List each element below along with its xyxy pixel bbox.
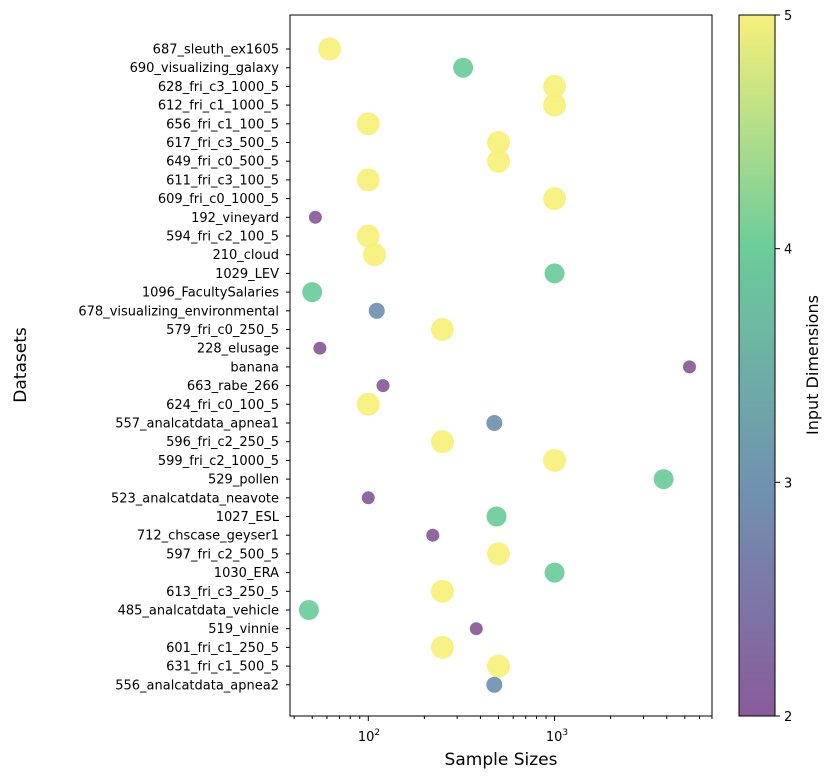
data-point: [376, 379, 390, 393]
x-ticks: [293, 716, 713, 721]
colorbar-tick-label: 2: [784, 710, 792, 725]
y-tick-label: 631_fri_c1_500_5: [166, 660, 279, 675]
y-tick-label: 690_visualizing_galaxy: [130, 61, 280, 76]
y-tick-label: 678_visualizing_environmental: [78, 304, 279, 319]
x-tick-label-100: 102: [358, 728, 380, 745]
data-point: [308, 210, 322, 224]
y-tick-label: 599_fri_c2_1000_5: [158, 454, 279, 469]
y-tick-label: 687_sleuth_ex1605: [153, 43, 279, 58]
y-tick-label: 523_analcatdata_neavote: [111, 491, 279, 506]
data-point: [313, 341, 327, 355]
y-tick-label: 210_cloud: [212, 248, 279, 263]
data-point: [653, 469, 674, 490]
colorbar-tick-label: 4: [784, 243, 792, 258]
y-tick-label: banana: [230, 360, 279, 375]
data-point: [486, 676, 503, 693]
y-tick-label: 628_fri_c3_1000_5: [158, 80, 279, 95]
data-point: [543, 448, 567, 472]
data-point: [544, 562, 565, 583]
y-tick-label: 1027_ESL: [216, 510, 280, 525]
y-tick-label: 228_elusage: [197, 342, 279, 357]
data-point: [486, 542, 510, 566]
data-point: [430, 318, 454, 341]
data-point: [486, 415, 503, 431]
y-tick-labels: 687_sleuth_ex1605 690_visualizing_galaxy 6…: [78, 43, 279, 694]
y-tick-label: 612_fri_c1_1000_5: [158, 99, 279, 114]
data-point: [486, 131, 510, 154]
data-point: [356, 224, 380, 248]
y-tick-label: 611_fri_c3_100_5: [166, 173, 279, 188]
data-point: [426, 528, 440, 542]
colorbar-tick-label: 5: [784, 9, 792, 24]
y-tick-label: 485_analcatdata_vehicle: [118, 604, 279, 619]
y-tick-label: 596_fri_c2_250_5: [166, 435, 279, 450]
y-tick-label: 579_fri_c0_250_5: [166, 323, 279, 338]
y-tick-label: 1030_ERA: [214, 566, 279, 581]
data-point: [356, 112, 380, 136]
data-point: [361, 491, 375, 505]
colorbar-label: Input Dimensions: [803, 295, 822, 435]
data-point: [486, 654, 510, 678]
data-point: [544, 263, 565, 284]
y-tick-label: 1096_FacultySalaries: [142, 286, 279, 301]
y-ticks: [286, 48, 290, 686]
data-point: [453, 57, 474, 78]
data-point: [363, 243, 387, 267]
plot-area: [289, 14, 713, 717]
data-points: [298, 37, 696, 693]
data-point: [682, 360, 696, 374]
y-tick-label: 613_fri_c3_250_5: [166, 585, 279, 600]
data-point: [298, 600, 319, 620]
y-tick-label: 712_chscase_geyser1: [137, 529, 279, 544]
y-tick-label: 624_fri_c0_100_5: [166, 398, 279, 413]
data-point: [543, 93, 567, 117]
data-point: [302, 282, 323, 303]
y-tick-label: 594_fri_c2_100_5: [166, 230, 279, 245]
y-tick-label: 649_fri_c0_500_5: [166, 155, 279, 170]
y-tick-label: 1029_LEV: [215, 267, 279, 282]
data-point: [356, 392, 380, 416]
data-point: [356, 168, 380, 192]
data-point: [469, 622, 483, 636]
data-point: [543, 74, 567, 98]
y-tick-label: 597_fri_c2_500_5: [166, 547, 279, 562]
y-tick-label: 617_fri_c3_500_5: [166, 136, 279, 151]
y-axis-label: Datasets: [11, 327, 31, 403]
data-point: [430, 635, 454, 659]
x-axis-label: Sample Sizes: [445, 750, 558, 770]
data-point: [430, 579, 454, 603]
colorbar-tick-label: 3: [784, 476, 792, 491]
y-tick-label: 557_analcatdata_apnea1: [115, 417, 279, 432]
data-point: [430, 430, 454, 454]
x-tick-label-1000: 103: [546, 728, 568, 745]
y-tick-label: 601_fri_c1_250_5: [166, 641, 279, 656]
colorbar: [738, 14, 776, 717]
y-tick-label: 663_rabe_266: [187, 379, 279, 394]
data-point: [318, 37, 342, 61]
y-tick-label: 529_pollen: [208, 473, 279, 488]
y-tick-label: 556_analcatdata_apnea2: [115, 678, 279, 693]
y-tick-label: 656_fri_c1_100_5: [166, 117, 279, 132]
data-point: [486, 506, 507, 527]
data-point: [368, 302, 385, 319]
y-tick-label: 192_vineyard: [191, 211, 279, 226]
data-point: [543, 187, 567, 211]
data-point: [486, 149, 510, 173]
y-tick-label: 519_vinnie: [208, 622, 279, 637]
colorbar-ticks: 2 3 4 5: [775, 9, 792, 725]
y-tick-label: 609_fri_c0_1000_5: [158, 192, 279, 207]
